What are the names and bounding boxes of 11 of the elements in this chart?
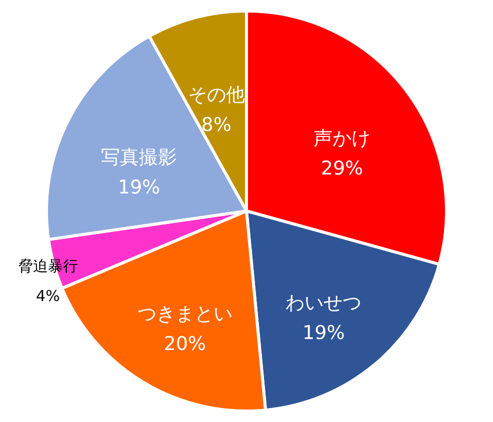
data-label: 19% xyxy=(302,322,345,344)
data-label: 8% xyxy=(201,114,232,136)
slice-label: わいせつ xyxy=(286,292,362,314)
slice-label: 声かけ xyxy=(313,127,370,150)
data-label: 4% xyxy=(36,286,60,305)
slice-label: 写真撮影 xyxy=(100,146,177,169)
slice-label: その他 xyxy=(188,84,245,106)
data-label: 19% xyxy=(118,176,160,199)
data-label: 20% xyxy=(164,332,206,355)
slice-label: つきまとい xyxy=(137,302,232,325)
data-label: 29% xyxy=(320,157,364,180)
